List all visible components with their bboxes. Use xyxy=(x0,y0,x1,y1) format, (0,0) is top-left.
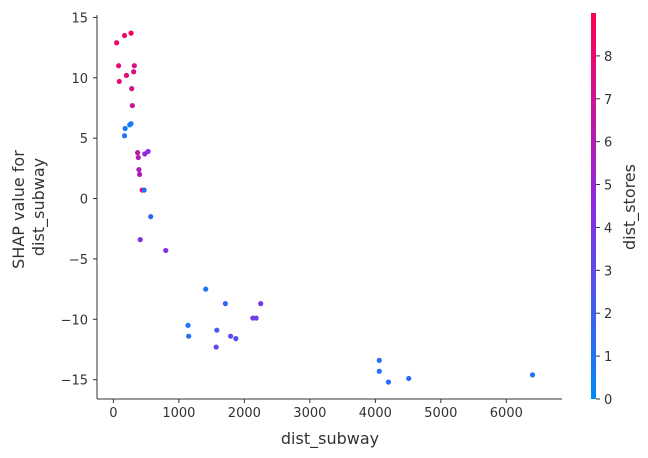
y-axis-title-line-1: SHAP value for xyxy=(9,150,28,269)
scatter-points xyxy=(114,30,536,385)
data-point xyxy=(213,344,219,350)
data-point xyxy=(186,333,192,339)
data-point xyxy=(214,327,220,333)
data-point xyxy=(258,301,264,307)
colorbar-tick-label: 8 xyxy=(604,50,612,65)
colorbar-tick-label: 4 xyxy=(604,221,612,236)
x-tick-label: 4000 xyxy=(359,406,392,421)
colorbar-tick-label: 7 xyxy=(604,93,612,108)
y-tick-label: −5 xyxy=(69,253,88,268)
data-point xyxy=(136,166,142,173)
data-point xyxy=(222,301,228,307)
data-point xyxy=(123,72,130,78)
data-point xyxy=(529,372,536,378)
y-tick-label: 5 xyxy=(80,132,88,147)
colorbar: 0 1 2 3 4 5 6 7 8 xyxy=(591,13,612,408)
y-tick-label: −10 xyxy=(61,313,88,328)
data-point xyxy=(128,30,134,36)
data-point xyxy=(131,69,137,75)
data-point xyxy=(116,78,122,85)
y-tick-label: 0 xyxy=(80,193,88,208)
colorbar-tick-label: 0 xyxy=(604,393,612,408)
data-point xyxy=(122,125,128,132)
y-tick-label: 15 xyxy=(71,11,88,26)
data-point xyxy=(228,333,234,339)
x-tick-label: 6000 xyxy=(490,406,523,421)
data-point xyxy=(121,32,128,39)
data-point xyxy=(135,150,141,156)
data-point xyxy=(376,357,382,363)
x-tick-label: 2000 xyxy=(228,406,261,421)
data-point xyxy=(376,368,382,374)
x-tick-label: 0 xyxy=(109,406,117,421)
data-point xyxy=(145,148,151,155)
data-point xyxy=(185,322,191,328)
data-point xyxy=(148,214,154,220)
data-point xyxy=(128,121,134,127)
data-point xyxy=(116,63,122,69)
y-axis-title: SHAP value for dist_subway xyxy=(9,145,49,269)
y-axis-title-line-2: dist_subway xyxy=(29,158,49,256)
data-point xyxy=(136,171,143,177)
x-axis-title: dist_subway xyxy=(281,429,379,449)
data-point xyxy=(129,102,135,109)
data-point xyxy=(114,40,120,46)
data-point xyxy=(163,247,169,254)
x-tick-label: 3000 xyxy=(293,406,326,421)
colorbar-tick-label: 2 xyxy=(604,307,612,322)
colorbar-gradient xyxy=(591,13,596,399)
data-point xyxy=(203,286,209,292)
colorbar-tick-label: 6 xyxy=(604,136,612,151)
data-point xyxy=(131,63,137,69)
y-tick-label: 10 xyxy=(71,72,88,87)
data-point xyxy=(135,154,141,161)
y-tick-label: −15 xyxy=(61,374,88,389)
colorbar-title: dist_stores xyxy=(620,164,640,250)
data-point xyxy=(233,336,239,342)
data-point xyxy=(129,86,135,92)
data-point xyxy=(141,187,147,193)
data-point xyxy=(385,379,392,385)
colorbar-tick-label: 1 xyxy=(604,350,612,365)
data-point xyxy=(253,315,259,321)
x-tick-label: 5000 xyxy=(424,406,457,421)
axes: 0 1000 2000 3000 4000 5000 6000 15 10 5 0 −5 −10 −15 xyxy=(61,11,562,421)
data-point xyxy=(137,237,143,243)
data-point xyxy=(121,133,128,139)
colorbar-tick-label: 3 xyxy=(604,264,612,279)
data-point xyxy=(406,375,412,382)
x-tick-label: 1000 xyxy=(162,406,195,421)
colorbar-tick-label: 5 xyxy=(604,179,612,194)
